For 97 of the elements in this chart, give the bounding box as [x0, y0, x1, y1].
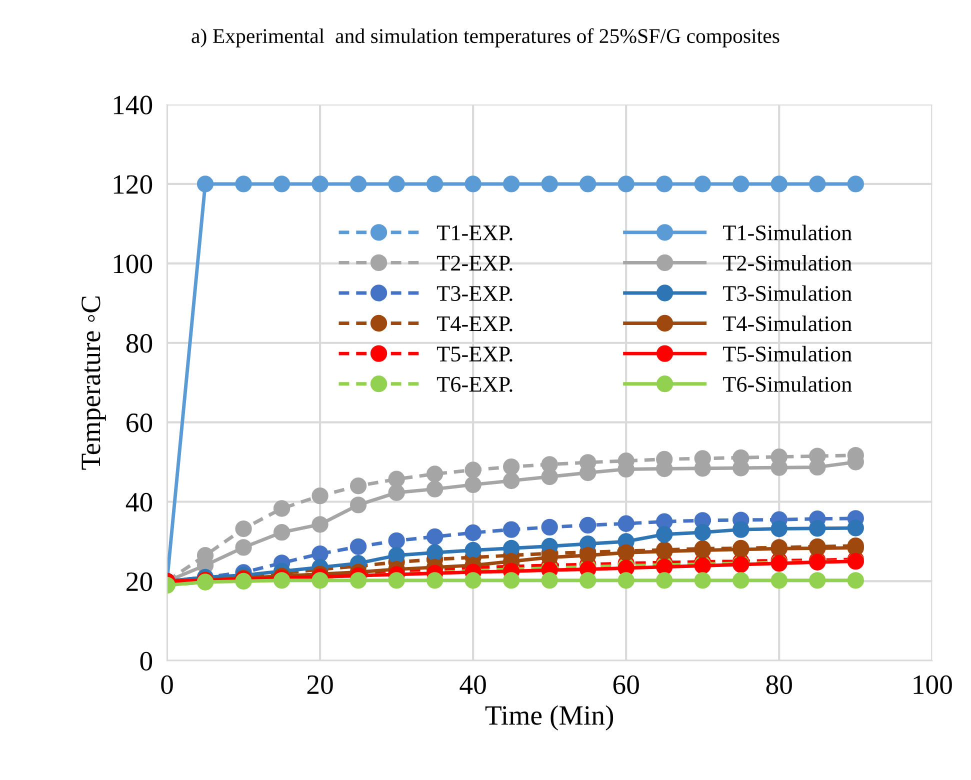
point	[426, 480, 444, 498]
point	[770, 520, 788, 538]
point	[618, 515, 634, 532]
point	[694, 524, 711, 541]
point	[388, 484, 405, 501]
point	[350, 572, 367, 589]
point	[694, 572, 711, 589]
chart-title: a) Experimental and simulation temperatures of 25%SF/G composites	[192, 28, 780, 48]
legend-label: T1-Simulation	[722, 224, 852, 240]
point	[235, 520, 252, 538]
legend-label: T3-Simulation	[722, 285, 852, 301]
point	[350, 496, 367, 514]
point	[426, 176, 444, 192]
point	[388, 176, 405, 192]
legend-label: T1-EXP.	[436, 226, 512, 240]
legend-label: T3-EXP.	[436, 286, 512, 302]
point	[694, 176, 711, 192]
y-tick-label: 20	[126, 572, 152, 592]
point	[273, 524, 290, 541]
y-axis-title: Temperature ◦C	[82, 296, 106, 470]
x-axis-title: Time (Min)	[485, 705, 614, 730]
y-tick-label: 140	[114, 96, 152, 114]
point	[388, 470, 405, 488]
point	[196, 176, 214, 192]
point	[502, 472, 520, 490]
point	[770, 176, 788, 192]
y-tick-label: 80	[126, 334, 152, 353]
y-tick-label: 120	[114, 175, 152, 194]
y-tick-label: 0	[140, 652, 152, 671]
point	[312, 572, 328, 589]
point	[426, 544, 444, 561]
point	[464, 176, 482, 192]
point	[541, 572, 558, 589]
point	[464, 462, 482, 478]
point	[235, 539, 252, 556]
point	[656, 176, 673, 192]
point	[502, 458, 520, 476]
point	[502, 521, 520, 538]
point	[464, 524, 482, 542]
point	[502, 176, 520, 192]
legend-label: T5-Simulation	[722, 346, 852, 362]
point	[618, 572, 634, 589]
point	[350, 176, 367, 192]
legend-label: T4-Simulation	[722, 316, 852, 332]
point	[464, 572, 482, 589]
point	[541, 518, 558, 536]
point	[732, 572, 750, 589]
y-tick-label: 40	[126, 492, 152, 512]
point	[580, 516, 596, 534]
point	[580, 176, 596, 192]
legend-label: T4-EXP.	[436, 316, 512, 332]
point	[273, 176, 290, 192]
point	[273, 500, 290, 517]
point	[464, 542, 482, 559]
point	[618, 176, 634, 192]
x-tick-label: 80	[766, 675, 792, 694]
point	[312, 516, 328, 533]
point	[502, 572, 520, 589]
point	[732, 521, 750, 538]
point	[809, 572, 826, 589]
legend-label: T2-EXP.	[436, 256, 512, 271]
point	[847, 572, 864, 589]
x-tick-label: 20	[307, 675, 333, 694]
point	[580, 572, 596, 589]
point	[580, 547, 596, 564]
legend-label: T5-EXP.	[436, 346, 512, 362]
point	[464, 476, 482, 494]
point	[656, 526, 673, 543]
point	[312, 545, 328, 562]
point	[847, 176, 864, 192]
point	[732, 176, 750, 192]
legend-label: T6-Simulation	[722, 376, 852, 392]
point	[541, 176, 558, 192]
point	[312, 176, 328, 192]
point	[426, 572, 444, 589]
point	[809, 176, 826, 192]
x-tick-label: 40	[460, 675, 486, 694]
legend-label: T2-Simulation	[722, 255, 852, 271]
point	[426, 466, 444, 482]
x-tick-label: 100	[914, 675, 952, 694]
point	[388, 547, 405, 564]
point	[388, 572, 405, 589]
point	[770, 572, 788, 589]
legend-label: T6-EXP.	[436, 376, 512, 392]
point	[388, 532, 405, 550]
y-tick-label: 60	[126, 413, 152, 432]
x-tick-label: 60	[613, 675, 639, 694]
y-tick-label: 100	[114, 254, 152, 274]
x-tick-label: 0	[161, 675, 173, 694]
point	[312, 487, 328, 504]
point	[426, 528, 444, 546]
point	[809, 520, 826, 537]
point	[235, 176, 252, 192]
point	[350, 478, 367, 494]
point	[656, 572, 673, 589]
point	[350, 538, 367, 555]
point	[847, 520, 864, 536]
